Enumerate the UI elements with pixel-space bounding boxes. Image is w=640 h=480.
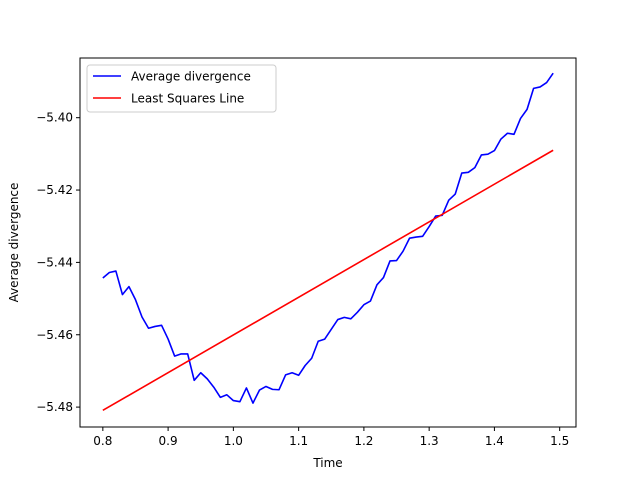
- x-tick-label: 1.3: [420, 434, 439, 448]
- y-tick-label: −5.44: [36, 255, 73, 269]
- legend-label-least-squares-line: Least Squares Line: [131, 92, 244, 106]
- y-tick-label: −5.40: [36, 111, 73, 125]
- x-tick-label: 1.2: [354, 434, 373, 448]
- legend-label-average-divergence: Average divergence: [131, 70, 251, 84]
- x-tick-label: 1.0: [224, 434, 243, 448]
- x-tick-label: 0.9: [159, 434, 178, 448]
- x-tick-label: 0.8: [93, 434, 112, 448]
- ticks-layer: 0.8 0.9 1.0 1.1 1.2 1.3 1.4 1.5 −5.48 −5.46 −5.44 −…: [36, 111, 569, 448]
- x-tick-label: 1.1: [289, 434, 308, 448]
- y-tick-label: −5.46: [36, 328, 73, 342]
- x-axis-label: Time: [312, 456, 342, 470]
- y-tick-label: −5.42: [36, 183, 73, 197]
- legend-box: [86, 64, 277, 113]
- x-tick-label: 1.5: [550, 434, 569, 448]
- plot-layer: [102, 72, 554, 412]
- legend: Average divergence Least Squares Line: [86, 64, 277, 113]
- y-tick-label: −5.48: [36, 400, 73, 414]
- series-line-least-squares-line: [102, 149, 554, 412]
- series-line-average-divergence: [102, 72, 554, 404]
- axes-frame: [79, 57, 577, 428]
- y-axis-label: Average divergence: [7, 183, 21, 303]
- x-tick-label: 1.4: [485, 434, 504, 448]
